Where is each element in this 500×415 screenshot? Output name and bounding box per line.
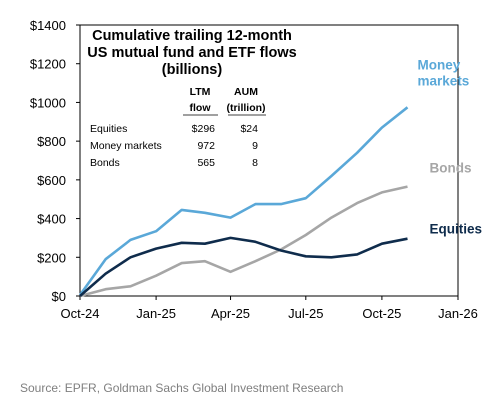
table-cell-flow: 565 — [197, 157, 215, 169]
series-line-equities — [79, 236, 408, 297]
plot-frame — [79, 24, 459, 297]
y-axis-ticks: $0 $200 $400 $600 $800 $1000 $1200 $1400 — [30, 18, 80, 304]
x-tick-label: Oct-24 — [60, 306, 99, 321]
series-label-equities: Equities — [430, 222, 483, 237]
table-cell-flow: $296 — [192, 123, 216, 135]
y-tick-label: $200 — [37, 250, 66, 265]
y-tick-label: $600 — [37, 173, 66, 188]
y-tick-label: $400 — [37, 212, 66, 227]
y-tick-label: $800 — [37, 134, 66, 149]
table-header-flow: flow — [190, 102, 212, 114]
y-tick-label: $0 — [52, 289, 66, 304]
series-line-money-markets — [78, 106, 409, 296]
table-header-aum: AUM — [234, 86, 258, 98]
chart-title-line-2: US mutual fund and ETF flows — [87, 45, 296, 61]
table-cell-aum: $24 — [240, 123, 258, 135]
table-cell-aum: 9 — [252, 140, 258, 152]
series-label-money-markets: Money — [418, 57, 461, 72]
x-tick-label: Apr-25 — [211, 306, 250, 321]
y-tick-label: $1000 — [30, 95, 66, 110]
table-row-label: Bonds — [90, 157, 120, 169]
source-note: Source: EPFR, Goldman Sachs Global Inves… — [20, 381, 344, 395]
series-label-bonds: Bonds — [430, 161, 472, 176]
chart-title-line-3: (billions) — [162, 62, 223, 78]
series-line-bonds — [79, 185, 408, 298]
chart-title: Cumulative trailing 12-month US mutual f… — [87, 28, 296, 78]
flows-table: LTM AUM flow (trillion) Equities $296 $2… — [90, 86, 266, 169]
x-tick-label: Jan-25 — [136, 306, 176, 321]
y-tick-label: $1200 — [30, 57, 66, 72]
table-row-label: Money markets — [90, 140, 162, 152]
x-axis-ticks: Oct-24 Jan-25 Apr-25 Jul-25 Oct-25 Jan-26 — [60, 296, 478, 321]
x-tick-label: Jul-25 — [288, 306, 323, 321]
table-header-ltm: LTM — [190, 86, 211, 98]
table-header-trillion: (trillion) — [226, 102, 265, 114]
axes — [79, 24, 459, 297]
table-cell-aum: 8 — [252, 157, 258, 169]
table-row-label: Equities — [90, 123, 127, 135]
x-tick-label: Jan-26 — [438, 306, 478, 321]
table-cell-flow: 972 — [197, 140, 215, 152]
series-label-money-markets: markets — [418, 73, 470, 88]
x-tick-label: Oct-25 — [362, 306, 401, 321]
y-tick-label: $1400 — [30, 18, 66, 33]
series-lines — [78, 106, 409, 298]
chart-title-line-1: Cumulative trailing 12-month — [92, 28, 292, 44]
